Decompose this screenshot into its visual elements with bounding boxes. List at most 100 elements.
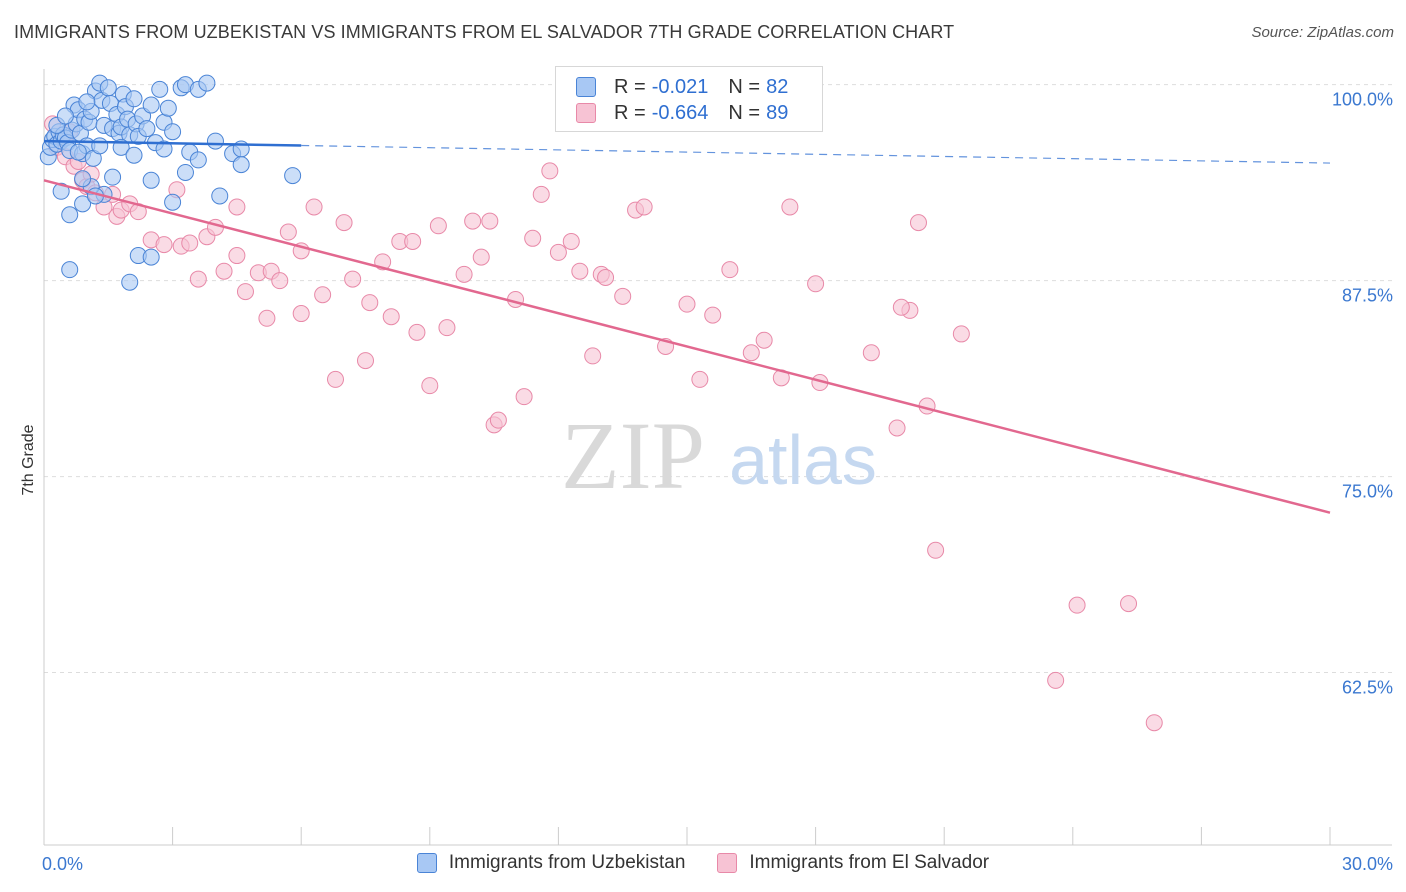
data-point-el-salvador (228, 198, 246, 216)
data-point-el-salvador (421, 377, 439, 395)
data-point-el-salvador (549, 243, 567, 261)
legend-r-value: -0.664 (651, 101, 709, 124)
data-point-uzbekistan (155, 140, 173, 158)
y-tick-label: 62.5% (1342, 678, 1393, 698)
data-point-uzbekistan (74, 195, 92, 213)
data-point-el-salvador (515, 388, 533, 406)
data-point-el-salvador (279, 223, 297, 241)
legend-label-uzbekistan: Immigrants from Uzbekistan (448, 852, 686, 873)
data-point-el-salvador (742, 344, 760, 362)
data-point-uzbekistan (56, 107, 74, 125)
y-tick-label: 100.0% (1332, 90, 1393, 110)
y-tick-label: 75.0% (1342, 482, 1393, 502)
legend-swatch-blue (576, 77, 596, 97)
legend-r-value: -0.021 (651, 75, 709, 98)
data-point-el-salvador (326, 370, 344, 388)
data-point-uzbekistan (142, 171, 160, 189)
data-point-el-salvador (344, 270, 362, 288)
data-point-el-salvador (181, 234, 199, 252)
data-point-uzbekistan (211, 187, 229, 205)
data-point-el-salvador (927, 541, 945, 559)
data-point-el-salvador (438, 319, 456, 337)
data-point-uzbekistan (159, 99, 177, 117)
data-point-el-salvador (404, 232, 422, 250)
data-point-el-salvador (562, 232, 580, 250)
data-point-el-salvador (584, 347, 602, 365)
data-point-uzbekistan (78, 93, 96, 111)
data-point-el-salvador (1047, 671, 1065, 689)
data-point-el-salvador (597, 269, 615, 287)
data-point-el-salvador (614, 287, 632, 305)
trend-lines (43, 139, 1331, 514)
data-point-el-salvador (524, 229, 542, 247)
legend-swatch-pink (576, 103, 596, 123)
data-point-el-salvador (408, 323, 426, 341)
data-point-uzbekistan (99, 79, 117, 97)
trend-line-el-salvador (43, 179, 1331, 514)
watermark: ZIP atlas (561, 402, 877, 509)
data-point-uzbekistan (164, 193, 182, 211)
data-point-uzbekistan (125, 90, 143, 108)
data-point-el-salvador (691, 370, 709, 388)
data-point-el-salvador (862, 344, 880, 362)
watermark-zip: ZIP (561, 402, 705, 509)
data-point-uzbekistan (176, 163, 194, 181)
data-point-el-salvador (429, 217, 447, 235)
data-point-uzbekistan (61, 261, 79, 279)
data-point-el-salvador (382, 308, 400, 326)
legend-label-el-salvador: Immigrants from El Salvador (749, 852, 990, 873)
source-label: Source: ZipAtlas.com (1251, 24, 1394, 41)
data-point-el-salvador (472, 248, 490, 266)
data-point-el-salvador (704, 306, 722, 324)
y-tick-label: 87.5% (1342, 286, 1393, 306)
data-point-el-salvador (541, 162, 559, 180)
uzbekistan-points (39, 74, 302, 291)
data-point-el-salvador (1068, 596, 1086, 614)
data-point-el-salvador (215, 262, 233, 280)
watermark-atlas: atlas (729, 421, 877, 499)
data-point-el-salvador (357, 352, 374, 370)
data-point-el-salvador (1145, 714, 1163, 732)
data-point-uzbekistan (142, 96, 160, 114)
data-point-el-salvador (489, 411, 507, 429)
data-point-el-salvador (189, 270, 207, 288)
data-point-uzbekistan (284, 167, 302, 185)
legend-row-uzbekistan: R = -0.021 N = 82 (576, 74, 788, 100)
grid-lines (44, 84, 1392, 674)
data-point-el-salvador (236, 283, 254, 301)
data-point-el-salvador (781, 198, 799, 216)
data-point-el-salvador (952, 325, 970, 343)
data-point-el-salvador (892, 298, 910, 316)
data-point-el-salvador (305, 198, 323, 216)
chart-title: IMMIGRANTS FROM UZBEKISTAN VS IMMIGRANTS… (14, 22, 955, 42)
series-legend: Immigrants from Uzbekistan Immigrants fr… (0, 852, 1406, 874)
data-point-uzbekistan (142, 248, 160, 266)
x-tick-label: 0.0% (42, 854, 83, 874)
data-point-uzbekistan (125, 146, 143, 164)
legend-swatch-pink (717, 853, 738, 873)
data-point-uzbekistan (164, 123, 182, 141)
data-point-el-salvador (1120, 595, 1138, 613)
data-point-el-salvador (155, 236, 173, 254)
data-point-uzbekistan (69, 143, 87, 161)
data-point-uzbekistan (52, 182, 70, 200)
trend-line-uzbekistan-extrapolated (301, 144, 1331, 164)
data-point-el-salvador (335, 214, 353, 232)
data-point-el-salvador (571, 262, 589, 280)
legend-n-label: N = (728, 101, 761, 124)
legend-row-el-salvador: R = -0.664 N = 89 (576, 100, 788, 126)
data-point-el-salvador (258, 309, 276, 327)
legend-item-uzbekistan: Immigrants from Uzbekistan (416, 852, 686, 874)
stats-legend: R = -0.021 N = 82 R = -0.664 N = 89 (555, 66, 823, 132)
data-point-el-salvador (807, 275, 825, 293)
data-point-el-salvador (678, 295, 696, 313)
data-point-el-salvador (228, 247, 246, 265)
x-tick-label: 30.0% (1342, 854, 1393, 874)
data-point-el-salvador (271, 272, 289, 290)
legend-n-value: 89 (766, 101, 789, 124)
data-point-el-salvador (464, 212, 482, 230)
data-point-el-salvador (888, 419, 906, 437)
trend-line-uzbekistan (43, 139, 302, 147)
tick-labels: 62.5% 75.0% 87.5% 100.0% 0.0% 30.0% (42, 90, 1393, 874)
data-point-uzbekistan (121, 273, 139, 291)
